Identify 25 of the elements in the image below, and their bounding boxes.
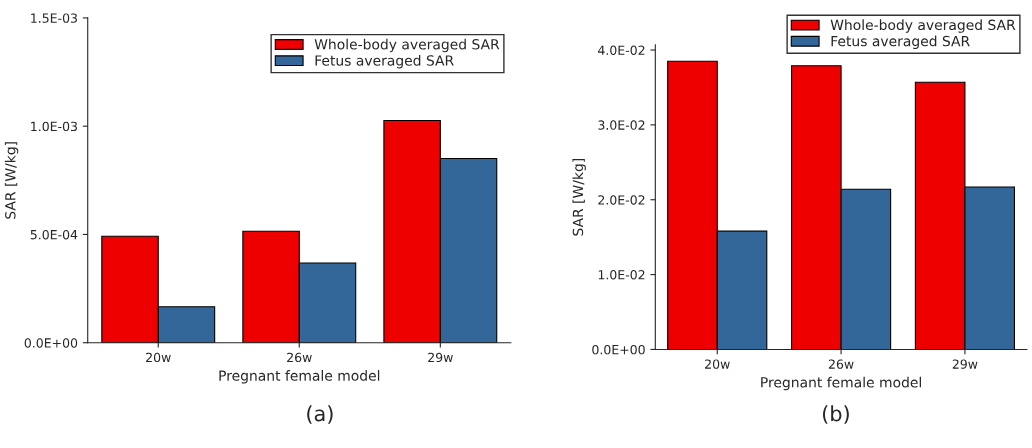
x-tick-label: 20w (705, 359, 730, 369)
y-tick-label: 3.0E-02 (598, 120, 645, 130)
y-axis-title: SAR [W/kg] (4, 142, 19, 219)
y-tick-label: 1.5E-03 (31, 13, 77, 23)
y-tick-label: 4.0E-02 (598, 45, 645, 55)
text: (b) (822, 405, 849, 424)
legend-label: Whole-body averaged SAR (314, 38, 500, 53)
y-tick-label: 1.0E-03 (31, 121, 77, 132)
y-tick-label: 2.0E-02 (598, 195, 645, 205)
y-tick-label: 0.0E+00 (24, 338, 78, 348)
legend-label: Fetus averaged SAR (315, 54, 454, 69)
x-tick-label: 29w (428, 352, 453, 363)
legend-label: Fetus averaged SAR (831, 35, 970, 50)
x-tick-label: 26w (828, 359, 854, 369)
text: (a) (307, 405, 333, 424)
y-axis-title: SAR [W/kg] (572, 158, 586, 236)
x-tick-label: 29w (952, 359, 978, 369)
y-tick-label: 1.0E-02 (598, 270, 645, 280)
x-axis-title: Pregnant female model (219, 370, 380, 384)
y-tick-label: 0.0E+00 (592, 344, 645, 355)
x-axis-title: Pregnant female model (761, 376, 921, 391)
legend-label: Whole-body averaged SAR (830, 19, 1016, 33)
y-tick-label: 5.0E-04 (30, 229, 78, 240)
x-tick-label: 20w (146, 352, 171, 363)
x-tick-label: 26w (287, 352, 312, 363)
